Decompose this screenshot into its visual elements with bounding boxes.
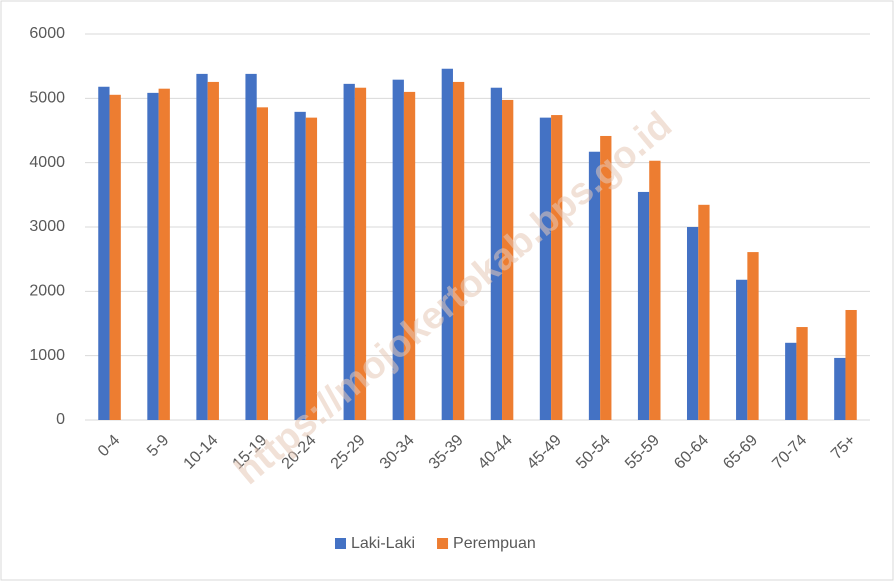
bar <box>403 91 416 421</box>
bar <box>207 81 219 420</box>
bar <box>834 357 846 420</box>
legend-swatch <box>437 538 449 549</box>
y-tick-label: 1000 <box>29 347 65 364</box>
bar <box>452 81 465 420</box>
bar <box>196 73 208 421</box>
bar <box>147 92 159 421</box>
bar <box>686 227 699 420</box>
y-tick-label: 3000 <box>29 218 65 235</box>
legend-label: Laki-Laki <box>351 535 415 552</box>
bar <box>109 94 121 421</box>
bar <box>490 87 503 421</box>
bar <box>343 83 355 420</box>
bar <box>256 107 269 420</box>
bar <box>245 73 257 421</box>
bar <box>698 204 710 420</box>
bar <box>294 111 306 421</box>
bar <box>392 79 404 420</box>
bar <box>649 160 661 420</box>
y-tick-label: 5000 <box>29 90 65 107</box>
bar <box>441 68 453 421</box>
bar <box>785 342 797 420</box>
legend-label: Perempuan <box>453 535 536 552</box>
bar <box>637 191 650 420</box>
bar <box>747 252 759 420</box>
bar <box>539 117 552 420</box>
bar <box>502 99 514 421</box>
y-tick-label: 6000 <box>29 25 65 42</box>
y-tick-label: 4000 <box>29 154 65 171</box>
bar <box>736 279 748 420</box>
bar <box>551 115 563 420</box>
y-tick-label: 2000 <box>29 283 65 300</box>
bar <box>158 88 170 420</box>
bar <box>354 87 367 421</box>
bar <box>845 309 857 420</box>
legend-swatch <box>335 538 346 549</box>
bar <box>305 117 318 420</box>
y-tick-label: 0 <box>56 411 65 428</box>
bar <box>600 135 612 421</box>
bar <box>588 151 601 421</box>
bar <box>796 327 808 420</box>
bar <box>98 86 110 421</box>
